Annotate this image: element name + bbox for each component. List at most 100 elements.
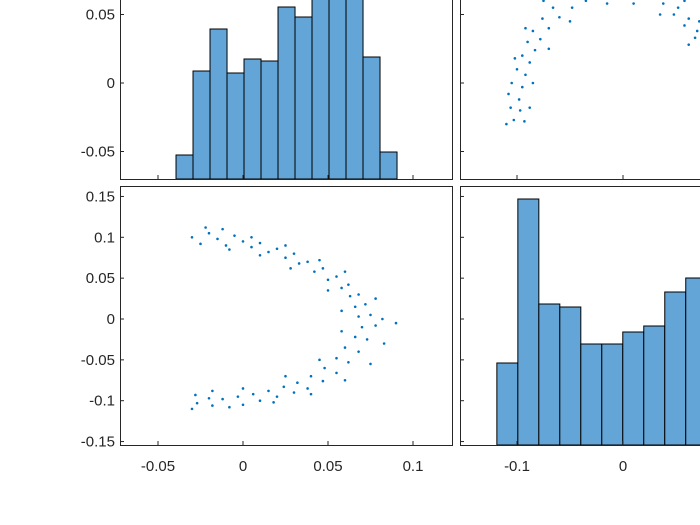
scatter-point (521, 54, 524, 57)
scatter-point (313, 270, 316, 273)
scatter-point (369, 313, 372, 317)
scatter-point (272, 401, 275, 404)
scatter-point (394, 321, 398, 325)
scatter-point (267, 250, 270, 254)
scatter-point (531, 81, 535, 85)
scatter-point (258, 241, 262, 245)
scatter-point (551, 6, 555, 9)
scatter-point (321, 267, 325, 270)
histogram-bar (538, 303, 561, 445)
scatter-point (658, 13, 662, 16)
scatter-point (228, 248, 231, 251)
histogram-bar (496, 362, 519, 445)
scatter-point (542, 0, 545, 3)
scatter-point (224, 244, 228, 247)
scatter-point (250, 236, 253, 239)
histogram-bar (601, 343, 624, 445)
scatter-point (343, 378, 347, 382)
scatter-point (353, 335, 357, 339)
scatter-point (326, 278, 330, 282)
scatter-point (282, 385, 286, 389)
scatter-point (365, 338, 369, 341)
x-tick-label: 0.05 (313, 458, 342, 475)
scatter-point (547, 47, 551, 51)
scatter-point (335, 275, 338, 278)
scatter-point (190, 407, 194, 411)
scatter-point (289, 267, 292, 270)
scatter-point (221, 397, 224, 401)
y-tick-label: 0.05 (86, 270, 115, 287)
scatter-point (687, 17, 691, 20)
scatter-point (661, 2, 665, 5)
y-tick-label: 0.15 (86, 188, 115, 205)
scatter-point (340, 286, 343, 290)
scatter-point (526, 40, 529, 44)
y-tick-label: -0.05 (81, 352, 115, 369)
scatter-point (347, 361, 350, 364)
scatter-point (512, 118, 516, 122)
histogram-bar (226, 72, 245, 179)
y-tick-label: 0 (107, 311, 115, 328)
scatter-point (292, 391, 296, 394)
scatter-point (228, 405, 231, 409)
scatter-point (695, 29, 699, 33)
scatter-point (676, 6, 680, 9)
scatter-point (306, 260, 309, 264)
scatter-point (507, 92, 510, 96)
scatter-point (672, 13, 676, 16)
scatter-point (347, 283, 350, 286)
scatter-point (318, 358, 321, 362)
scatter-point (284, 374, 287, 378)
scatter-point (510, 81, 513, 85)
y-tick-label: 0 (107, 75, 115, 92)
scatter-point (211, 389, 214, 393)
scatter-point (306, 387, 309, 390)
y-tick-label: 0.05 (86, 7, 115, 24)
scatter-point (267, 389, 270, 393)
scatter-point (357, 350, 360, 353)
histogram-bar (517, 198, 540, 445)
scatter-point (340, 329, 343, 333)
scatter-point (693, 36, 697, 40)
scatter-point (369, 362, 372, 366)
histogram-bar (664, 291, 687, 445)
histogram-bar (328, 0, 347, 179)
scatter-point (211, 404, 214, 407)
scatter-point (683, 0, 686, 3)
x-tick-label: -0.05 (141, 458, 175, 475)
histogram-bar (311, 0, 330, 179)
scatter-point (343, 270, 347, 273)
histogram-bar (277, 6, 296, 179)
histogram-bar (175, 154, 194, 179)
scatter-point (509, 106, 512, 109)
y-tick-label: 0.1 (94, 229, 115, 246)
scatter-point (258, 253, 262, 257)
scatter-point (323, 366, 326, 370)
scatter-point (221, 227, 224, 231)
histogram-bar (685, 277, 700, 445)
scatter-point (190, 236, 194, 239)
scatter-point (381, 317, 384, 321)
scatter-point (236, 395, 240, 398)
scatter-point (284, 256, 287, 260)
histogram-bar (192, 70, 211, 179)
histogram-bar (559, 306, 582, 445)
scatter-point (541, 17, 544, 20)
scatter-point (318, 258, 321, 262)
panel-bl (190, 226, 398, 411)
scatter-point (513, 57, 517, 60)
scatter-point (195, 401, 199, 405)
scatter-point (605, 2, 609, 5)
scatter-point (258, 399, 262, 403)
panel-tl (175, 0, 398, 179)
x-tick-label: 0 (619, 458, 627, 475)
scatter-point (568, 20, 572, 23)
axes-box (460, 186, 700, 446)
scatter-point (505, 122, 508, 126)
scatter-point (360, 325, 364, 329)
histogram-bar (243, 58, 262, 179)
histogram-bar (209, 28, 228, 179)
scatter-point (382, 342, 386, 345)
scatter-point (558, 15, 561, 19)
